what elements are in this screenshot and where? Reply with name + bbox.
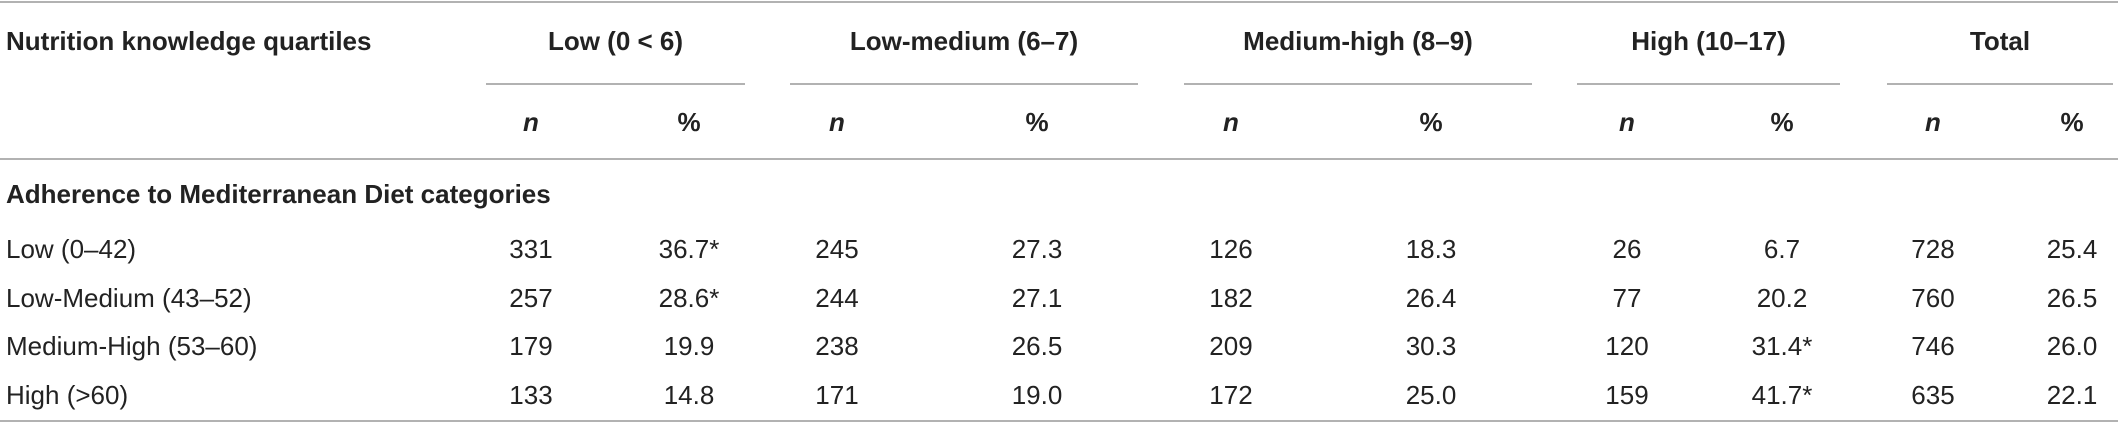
cell: 6.7 [1764, 234, 1800, 264]
cell: 244 [815, 283, 858, 313]
group-header: Low-medium (6–7) [850, 26, 1078, 56]
sub-header: n [829, 107, 845, 137]
cell: 26.4 [1406, 283, 1457, 313]
cell: 171 [815, 380, 858, 410]
cell: 14.8 [664, 380, 715, 410]
cell: 257 [509, 283, 552, 313]
cell: 133 [509, 380, 552, 410]
sub-header: % [1419, 107, 1442, 137]
group-header: Medium-high (8–9) [1243, 26, 1473, 56]
row-label: Low (0–42) [6, 234, 136, 264]
cell: 25.4 [2047, 234, 2098, 264]
sub-header: % [2060, 107, 2083, 137]
cell: 26 [1613, 234, 1642, 264]
cell: 126 [1209, 234, 1252, 264]
sub-header: n [1619, 107, 1635, 137]
cell: 26.5 [2047, 283, 2098, 313]
cell: 26.0 [2047, 331, 2098, 361]
row-label: Medium-High (53–60) [6, 331, 257, 361]
cell: 209 [1209, 331, 1252, 361]
sub-header: % [1025, 107, 1048, 137]
cell: 19.9 [664, 331, 715, 361]
stub-header: Nutrition knowledge quartiles [6, 26, 371, 56]
cell: 172 [1209, 380, 1252, 410]
cell: 20.2 [1757, 283, 1808, 313]
sub-header: n [1925, 107, 1941, 137]
cell: 159 [1605, 380, 1648, 410]
cell: 77 [1613, 283, 1642, 313]
cell: 182 [1209, 283, 1252, 313]
cell: 19.0 [1012, 380, 1063, 410]
cell: 36.7* [659, 234, 720, 264]
cell: 30.3 [1406, 331, 1457, 361]
group-header: High (10–17) [1631, 26, 1786, 56]
row-label: High (>60) [6, 380, 128, 410]
row-label: Low-Medium (43–52) [6, 283, 252, 313]
cell: 27.1 [1012, 283, 1063, 313]
cell: 245 [815, 234, 858, 264]
cell: 179 [509, 331, 552, 361]
sub-header: % [1770, 107, 1793, 137]
cell: 331 [509, 234, 552, 264]
cell: 120 [1605, 331, 1648, 361]
sub-header: n [523, 107, 539, 137]
cell: 746 [1911, 331, 1954, 361]
cell: 25.0 [1406, 380, 1457, 410]
section-header: Adherence to Mediterranean Diet categori… [6, 179, 551, 209]
cell: 28.6* [659, 283, 720, 313]
sub-header: n [1223, 107, 1239, 137]
cell: 27.3 [1012, 234, 1063, 264]
sub-header: % [677, 107, 700, 137]
cell: 31.4* [1752, 331, 1813, 361]
cell: 18.3 [1406, 234, 1457, 264]
cell: 635 [1911, 380, 1954, 410]
cell: 26.5 [1012, 331, 1063, 361]
group-header: Low (0 < 6) [548, 26, 683, 56]
cell: 728 [1911, 234, 1954, 264]
cell: 41.7* [1752, 380, 1813, 410]
cell: 238 [815, 331, 858, 361]
group-header: Total [1970, 26, 2030, 56]
cell: 760 [1911, 283, 1954, 313]
cell: 22.1 [2047, 380, 2098, 410]
